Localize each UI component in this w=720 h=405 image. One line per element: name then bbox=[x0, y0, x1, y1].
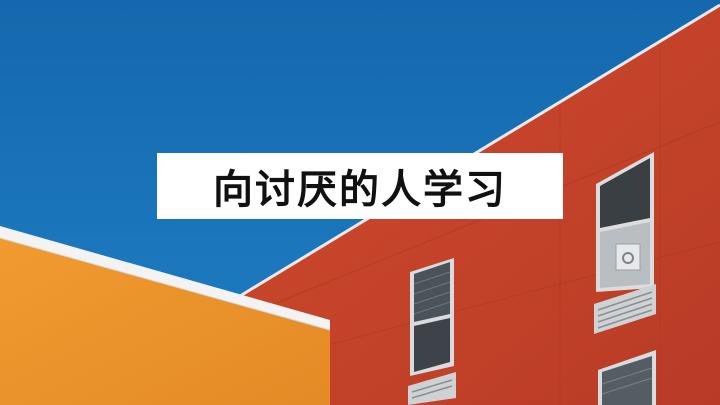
title-banner: 向讨厌的人学习 bbox=[157, 153, 563, 219]
vent-middle bbox=[408, 372, 456, 405]
window-upper-right bbox=[596, 152, 654, 292]
orange-building bbox=[0, 226, 331, 405]
window-lower-right bbox=[598, 350, 656, 405]
title-text: 向讨厌的人学习 bbox=[213, 166, 507, 213]
window-middle bbox=[410, 258, 454, 376]
vent-upper bbox=[594, 284, 656, 334]
